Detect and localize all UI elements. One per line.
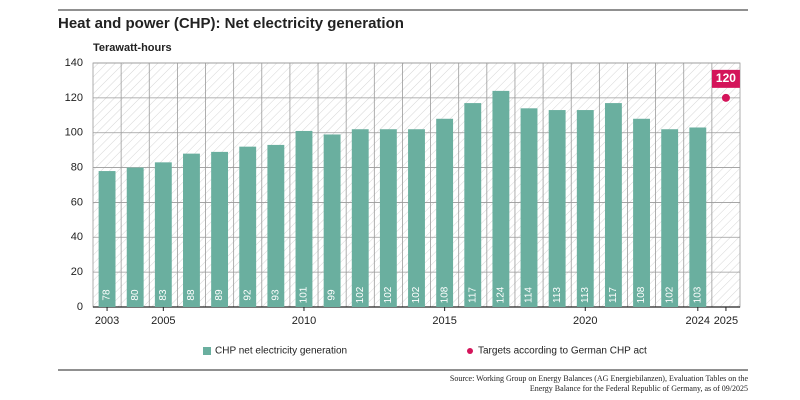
y-tick-label: 40 <box>71 231 83 243</box>
bar-value-label: 124 <box>496 286 507 303</box>
y-tick-label: 120 <box>65 92 83 104</box>
y-tick-label: 60 <box>71 196 83 208</box>
y-tick-label: 20 <box>71 266 83 278</box>
bar <box>98 171 116 307</box>
legend-label: Targets according to German CHP act <box>478 346 647 357</box>
bar-value-label: 99 <box>327 289 338 301</box>
y-tick-label: 0 <box>77 301 83 313</box>
bar <box>689 127 707 307</box>
bar <box>408 129 425 307</box>
bar-value-label: 102 <box>411 286 422 303</box>
bar <box>183 153 200 307</box>
bar-value-label: 89 <box>214 289 225 301</box>
bar <box>633 118 650 308</box>
bar-value-label: 108 <box>636 286 647 303</box>
bar-value-label: 92 <box>242 289 253 301</box>
bar <box>464 103 482 307</box>
bar-value-label: 113 <box>552 287 563 303</box>
bar-value-label: 93 <box>270 289 281 301</box>
y-tick-label: 80 <box>71 161 83 173</box>
x-tick-label: 2005 <box>151 315 175 327</box>
bar-value-label: 101 <box>299 286 310 303</box>
bar <box>323 134 341 307</box>
legend-label: CHP net electricity generation <box>215 346 347 357</box>
x-tick-label: 2003 <box>95 315 119 327</box>
bar <box>295 130 313 307</box>
bar <box>154 162 172 307</box>
bar <box>661 129 679 307</box>
y-tick-label: 100 <box>65 127 83 139</box>
bar-value-label: 83 <box>158 289 169 301</box>
bar-value-label: 114 <box>524 287 535 303</box>
target-value-label: 120 <box>716 71 736 85</box>
vertical-grid <box>120 63 713 307</box>
x-tick-label: 2010 <box>292 315 316 327</box>
x-tick-label: 2025 <box>714 315 738 327</box>
bar <box>436 118 454 308</box>
target-point <box>721 93 730 102</box>
bar-value-label: 102 <box>355 286 366 303</box>
y-axis-title: Terawatt-hours <box>93 42 172 54</box>
bar-value-label: 113 <box>580 287 591 303</box>
bar-value-label: 108 <box>439 286 450 303</box>
bar <box>267 144 285 307</box>
bar <box>548 110 566 307</box>
legend-swatch <box>203 347 211 355</box>
bar-value-label: 117 <box>608 287 619 303</box>
bar <box>126 167 144 307</box>
bar <box>520 108 538 307</box>
bar <box>604 103 622 307</box>
bar <box>211 151 229 307</box>
x-tick-label: 2024 <box>686 315 710 327</box>
source-note: Source: Working Group on Energy Balances… <box>450 374 749 383</box>
chart-title: Heat and power (CHP): Net electricity ge… <box>58 15 404 32</box>
legend-swatch <box>467 348 473 354</box>
y-tick-label: 140 <box>65 57 83 69</box>
bar-value-label: 78 <box>102 289 113 301</box>
x-tick-label: 2020 <box>573 315 597 327</box>
target-label-box <box>711 69 740 88</box>
bar <box>576 110 594 307</box>
x-tick-label: 2015 <box>432 315 456 327</box>
bar <box>351 129 369 307</box>
bar <box>239 146 257 307</box>
source-note: Energy Balance for the Federal Republic … <box>530 384 748 393</box>
bar-value-label: 102 <box>383 286 394 303</box>
bar-value-label: 103 <box>692 286 703 303</box>
bar-value-label: 80 <box>130 289 141 301</box>
bar-value-label: 102 <box>664 286 675 303</box>
bar-value-label: 117 <box>467 287 478 303</box>
bar <box>492 90 510 307</box>
bar-value-label: 88 <box>186 289 197 301</box>
bar <box>379 129 397 307</box>
